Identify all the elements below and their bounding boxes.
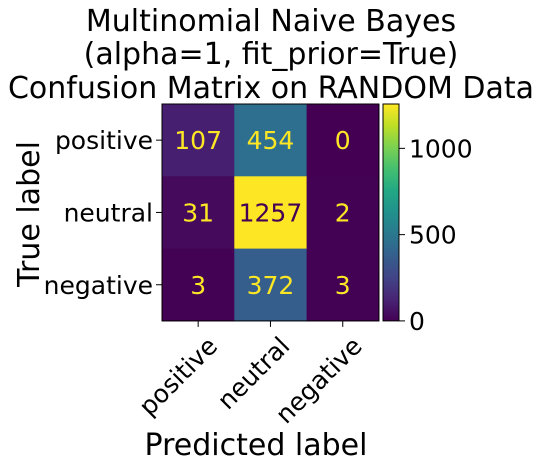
y-axis-label: True label: [12, 141, 47, 288]
cell-value-label: 2: [335, 198, 351, 227]
cell-value-label: 31: [182, 198, 214, 227]
matrix-cells: [162, 104, 380, 322]
cell-value-label: 107: [174, 126, 222, 155]
x-axis-label: Predicted label: [145, 428, 368, 463]
colorbar-tick-label: 1000: [409, 134, 473, 163]
chart-title-line-3: Confusion Matrix on RANDOM Data: [8, 71, 534, 106]
matrix-cell: [234, 104, 308, 177]
matrix-cell: [234, 176, 308, 250]
matrix-cell: [162, 248, 235, 322]
cell-value-label: 3: [335, 271, 351, 300]
colorbar-tick-label: 500: [409, 221, 457, 250]
chart-title-line-1: Multinomial Naive Bayes: [86, 4, 456, 39]
matrix-cell-labels: 107 454 0 31 1257 2 3 372 3: [174, 126, 350, 300]
colorbar: [382, 103, 400, 322]
cell-value-label: 1257: [239, 198, 303, 227]
matrix-cell: [162, 176, 235, 250]
x-tick-label: positive: [133, 331, 223, 421]
matrix-cell: [306, 248, 380, 322]
cell-value-label: 3: [190, 271, 206, 300]
matrix-cell: [234, 248, 308, 322]
cell-value-label: 454: [247, 126, 295, 155]
matrix-cell: [162, 104, 235, 177]
y-tick-label: neutral: [64, 198, 153, 227]
colorbar-ticks: 0 500 1000: [399, 134, 473, 336]
cell-value-label: 0: [335, 126, 351, 155]
chart-title: Multinomial Naive Bayes (alpha=1, fit_pr…: [8, 4, 534, 106]
y-axis-ticks: positive neutral negative: [44, 126, 162, 300]
cell-value-label: 372: [247, 271, 295, 300]
chart-title-line-2: (alpha=1, fit_prior=True): [84, 37, 459, 72]
y-tick-label: negative: [44, 271, 153, 300]
matrix-cell: [306, 104, 380, 177]
colorbar-tick-label: 0: [409, 307, 425, 336]
y-tick-label: positive: [55, 126, 153, 155]
matrix-cell: [306, 176, 380, 250]
